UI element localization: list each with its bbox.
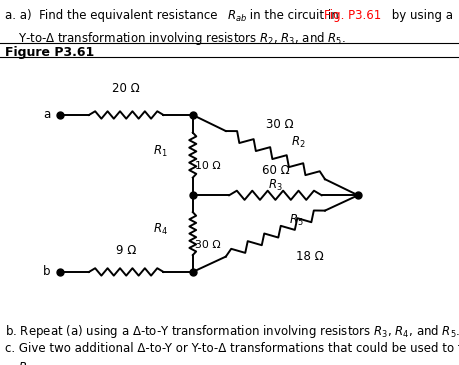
Text: Figure P3.61: Figure P3.61 [5,46,94,59]
Text: 18 Ω: 18 Ω [296,250,324,263]
Text: by using a: by using a [388,9,453,22]
Text: 30 Ω: 30 Ω [195,239,221,250]
Text: $R_2$: $R_2$ [291,135,306,150]
Text: c. Give two additional Δ-to-Y or Y-to-Δ transformations that could be used to fi: c. Give two additional Δ-to-Y or Y-to-Δ … [5,342,459,356]
Text: 9 Ω: 9 Ω [116,244,136,257]
Text: $R_1$: $R_1$ [153,144,168,159]
Text: Y-to-Δ transformation involving resistors $R_2$, $R_3$, and $R_5$.: Y-to-Δ transformation involving resistor… [18,30,347,47]
Text: $R_3$: $R_3$ [268,178,283,193]
Text: $R_{ab}$: $R_{ab}$ [227,9,247,24]
Text: 30 Ω: 30 Ω [266,118,294,131]
Text: $R_{ab}$.: $R_{ab}$. [18,361,42,365]
Text: a: a [43,108,50,122]
Text: $R_5$: $R_5$ [289,213,304,228]
Text: Fig. P3.61: Fig. P3.61 [324,9,381,22]
Text: 60 Ω: 60 Ω [262,164,289,177]
Text: 20 Ω: 20 Ω [112,82,140,95]
Text: $R_4$: $R_4$ [152,222,168,238]
Text: a. a)  Find the equivalent resistance: a. a) Find the equivalent resistance [5,9,221,22]
Text: in the circuit in: in the circuit in [246,9,342,22]
Text: 10 Ω: 10 Ω [195,161,221,171]
Text: b: b [43,265,50,278]
Text: b. Repeat (a) using a Δ-to-Y transformation involving resistors $R_3$, $R_4$, an: b. Repeat (a) using a Δ-to-Y transformat… [5,323,459,340]
